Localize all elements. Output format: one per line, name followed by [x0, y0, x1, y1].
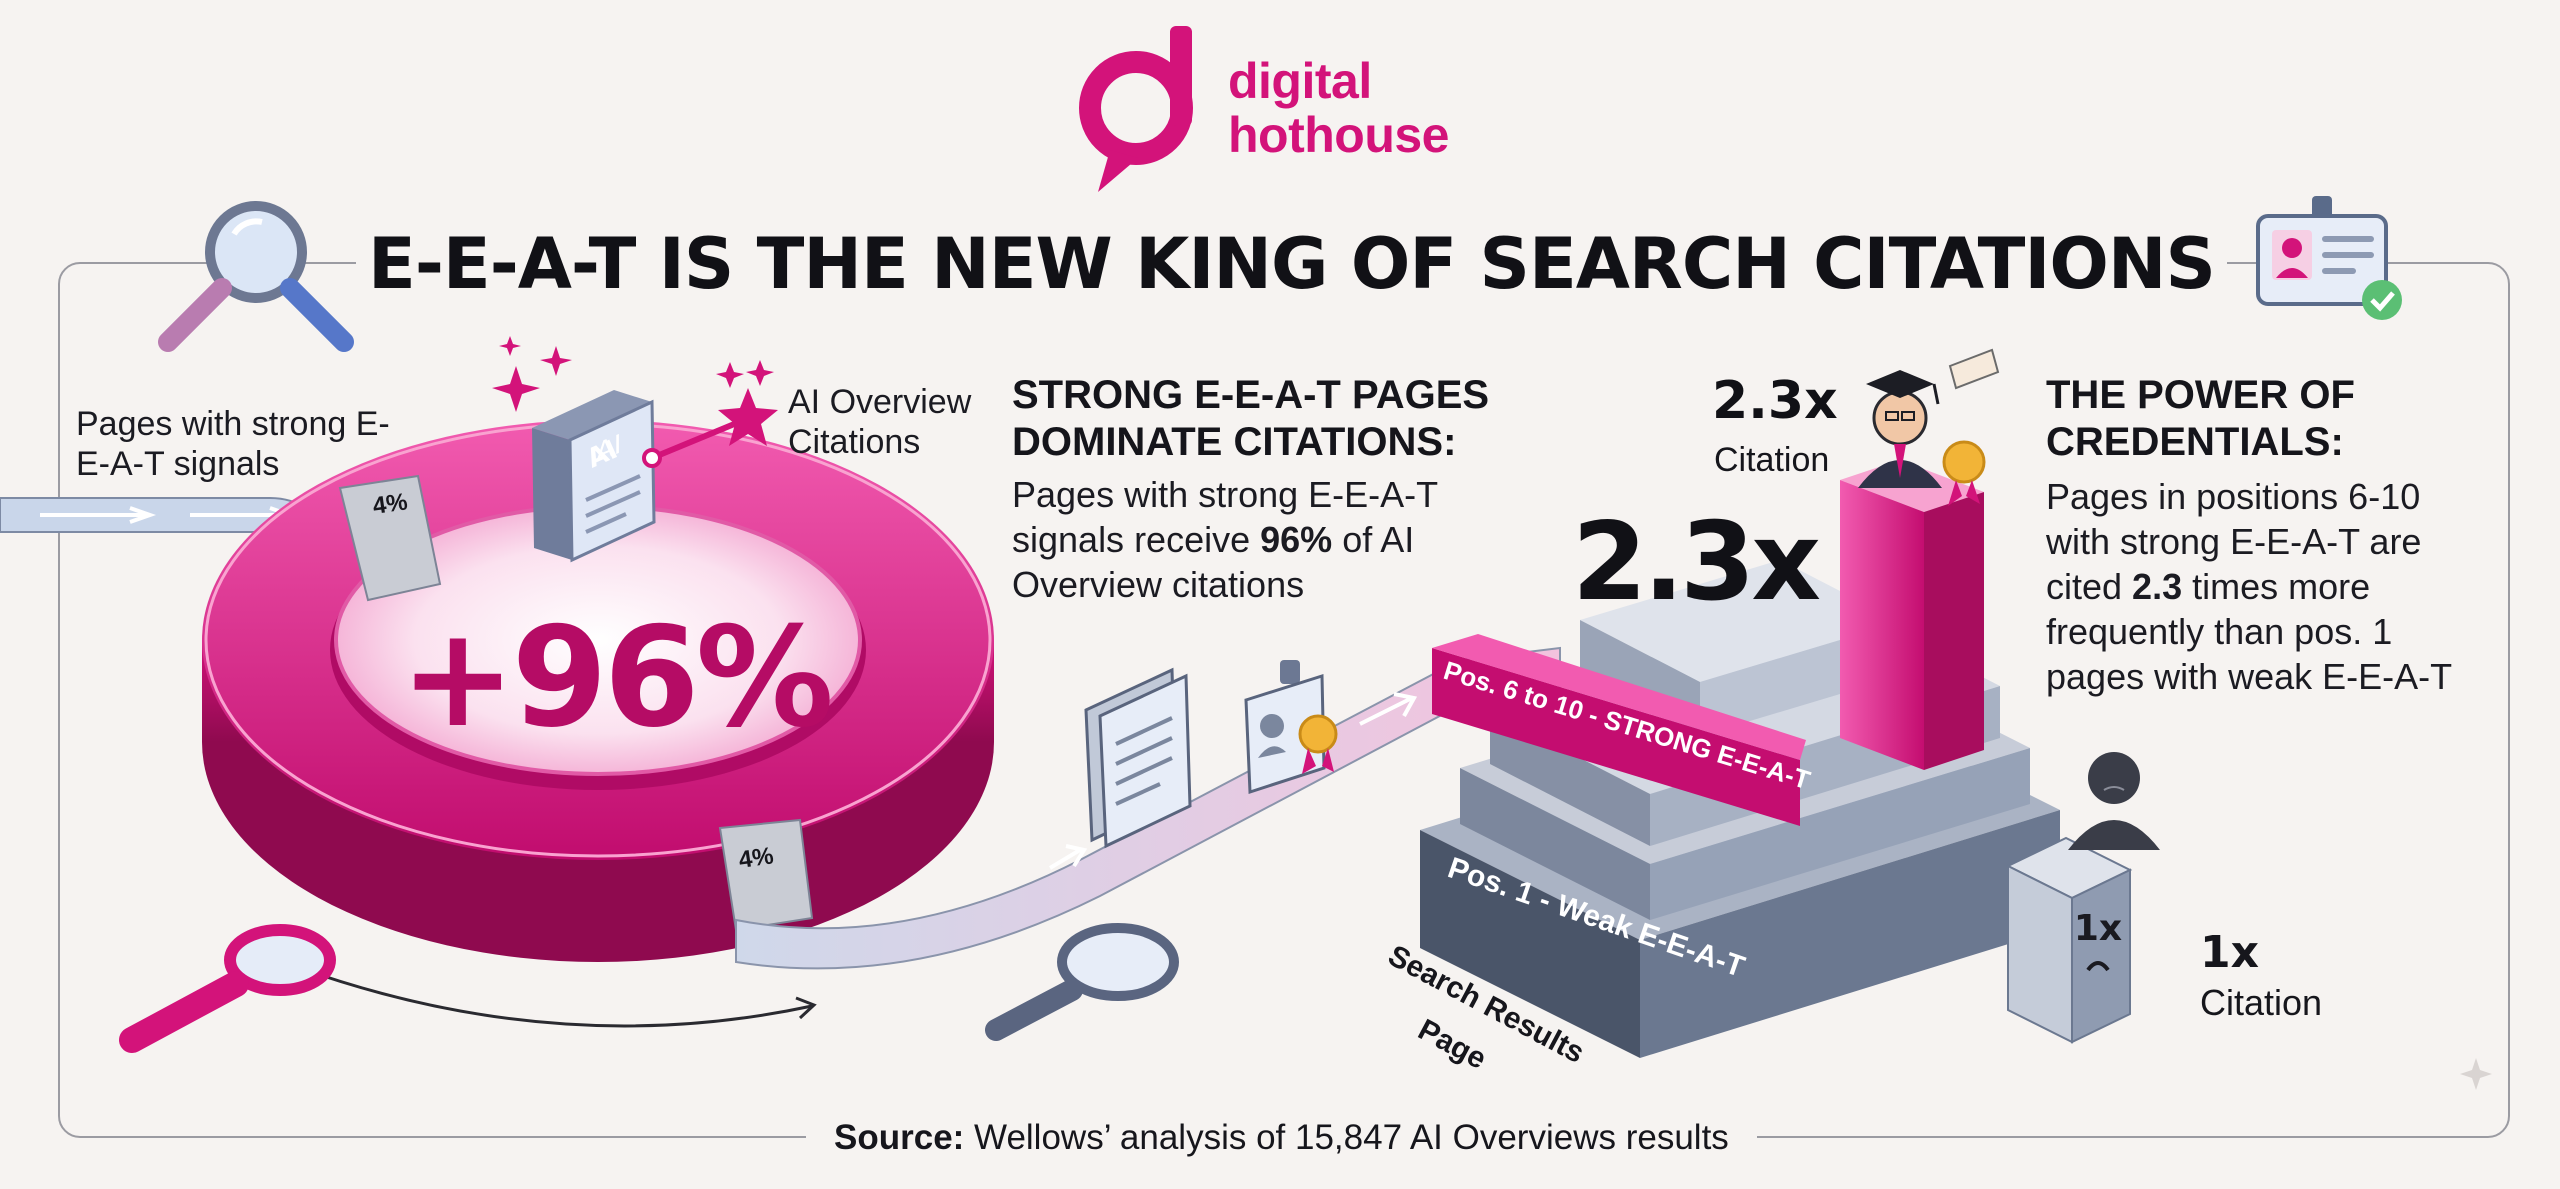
- graduate-icon: [1858, 348, 2000, 506]
- svg-text:1x: 1x: [2074, 908, 2122, 949]
- source-note: Source: Wellows’ analysis of 15,847 AI O…: [806, 1116, 1757, 1160]
- page-title-text: E-E-A-T IS THE NEW KING OF SEARCH CITATI…: [356, 223, 2227, 305]
- brand-line-1: digital: [1228, 53, 1372, 109]
- middle-body-bold: 96%: [1260, 519, 1333, 560]
- citation-ring: [202, 420, 994, 962]
- page-title: E-E-A-T IS THE NEW KING OF SEARCH CITATI…: [356, 222, 2236, 306]
- ai-overview-label: AI Overview Citations: [788, 383, 972, 461]
- source-text: Wellows’ analysis of 15,847 AI Overviews…: [964, 1118, 1729, 1157]
- person-icon: [2068, 752, 2160, 850]
- brand-name: digital hothouse: [1228, 54, 1449, 162]
- right-body-pre: Pages in positions 6-10 with strong E-E-…: [2046, 476, 2422, 607]
- star-icon: [492, 336, 778, 468]
- top-multiplier: 2.3x: [1712, 371, 1838, 431]
- magnifier-icon: [119, 924, 336, 1053]
- middle-body-post: of AI Overview citations: [1012, 519, 1415, 605]
- ring-tag-bottom: 4%: [737, 842, 775, 874]
- search-results-stairs: [1420, 460, 2060, 1058]
- floor-label-2: Page: [1413, 1013, 1492, 1076]
- middle-heading: STRONG E-E-A-T PAGES DOMINATE CITATIONS:: [1012, 373, 1490, 464]
- brand-line-2: hothouse: [1228, 107, 1449, 163]
- source-label: Source:: [834, 1118, 965, 1157]
- brand-logo-icon: [1079, 26, 1193, 192]
- id-badge-icon: [2256, 196, 2402, 320]
- search-icon: [158, 201, 354, 352]
- right-body-post: times more frequently than pos. 1 pages …: [2046, 566, 2453, 697]
- weak-box: 1x: [2005, 836, 2133, 1044]
- weak-caption: Citation: [2200, 982, 2323, 1023]
- certificate-icon: [1244, 660, 1338, 795]
- middle-body: Pages with strong E-E-A-T signals receiv…: [1012, 472, 1482, 607]
- ring-tag-top: 4%: [371, 488, 409, 520]
- right-heading: THE POWER OF CREDENTIALS:: [2046, 373, 2355, 464]
- weak-multiplier: 1x: [2200, 927, 2259, 978]
- magnifier-small-icon: [985, 923, 1179, 1041]
- book-icon: AI: [532, 390, 656, 563]
- middle-body-pre: Pages with strong E-E-A-T signals receiv…: [1012, 474, 1438, 560]
- big-multiplier: 2.3x: [1572, 500, 1821, 625]
- strong-pillar: [1840, 460, 1984, 770]
- input-label: Pages with strong E-E-A-T signals: [76, 405, 390, 483]
- right-body-bold: 2.3: [2132, 566, 2183, 607]
- main-stat: +96%: [400, 597, 834, 758]
- sparkle-icon: [2460, 1058, 2492, 1090]
- right-body: Pages in positions 6-10 with strong E-E-…: [2046, 474, 2486, 699]
- top-caption: Citation: [1714, 441, 1830, 479]
- flow-arc: [299, 966, 813, 1028]
- document-icon: [1084, 667, 1192, 849]
